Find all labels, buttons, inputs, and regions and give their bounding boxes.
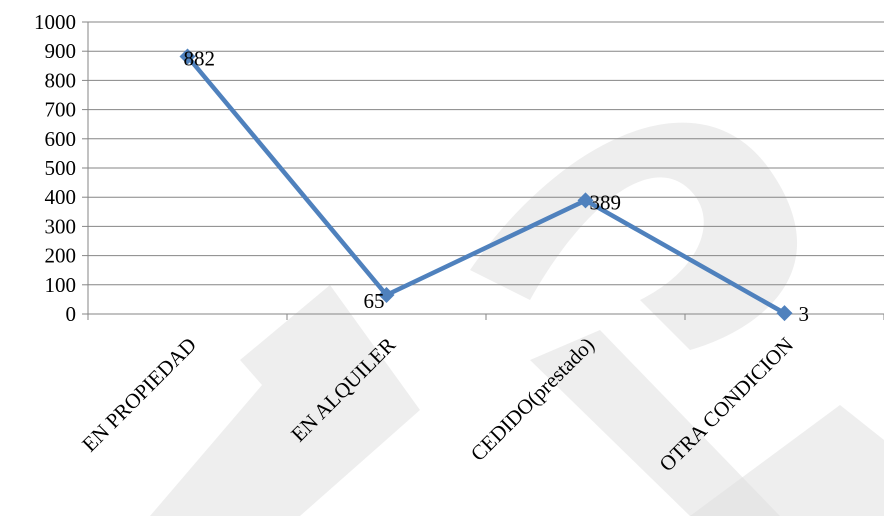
y-tick-label: 100	[45, 273, 77, 297]
series-markers	[179, 48, 793, 322]
y-tick-label: 700	[45, 98, 77, 122]
y-tick-label: 800	[45, 68, 77, 92]
watermark-shape	[530, 330, 780, 516]
series-line	[185, 54, 787, 316]
watermark-logo	[150, 122, 884, 516]
data-point-marker	[776, 305, 793, 322]
axes	[87, 22, 884, 320]
data-label: 65	[364, 289, 385, 313]
y-tick-label: 0	[66, 302, 77, 326]
watermark-shape	[690, 405, 884, 516]
data-point-marker	[378, 287, 395, 304]
y-tick-label: 500	[45, 156, 77, 180]
y-tick-label: 1000	[34, 10, 76, 34]
data-label: 882	[184, 46, 216, 70]
data-point-marker	[577, 192, 594, 209]
series-polyline	[185, 54, 787, 316]
y-tick-label: 400	[45, 185, 77, 209]
y-tick-label: 600	[45, 127, 77, 151]
data-point-marker	[179, 48, 196, 65]
x-axis-category-labels: EN PROPIEDAD EN ALQUILER CEDIDO(prestado) O…	[77, 333, 798, 477]
watermark-shape	[470, 122, 798, 350]
y-axis-tick-labels: 0 100 200 300 400 500 600 700 800 900 1000	[34, 10, 76, 326]
y-tick-label: 900	[45, 39, 77, 63]
x-category-label: EN PROPIEDAD	[77, 333, 201, 457]
y-tick-label: 200	[45, 244, 77, 268]
data-labels: 882 65 389 3	[184, 46, 810, 326]
watermark-shape	[150, 285, 420, 516]
data-label: 3	[799, 302, 810, 326]
data-label: 389	[590, 190, 622, 214]
y-tick-label: 300	[45, 214, 77, 238]
gridlines	[82, 21, 884, 315]
